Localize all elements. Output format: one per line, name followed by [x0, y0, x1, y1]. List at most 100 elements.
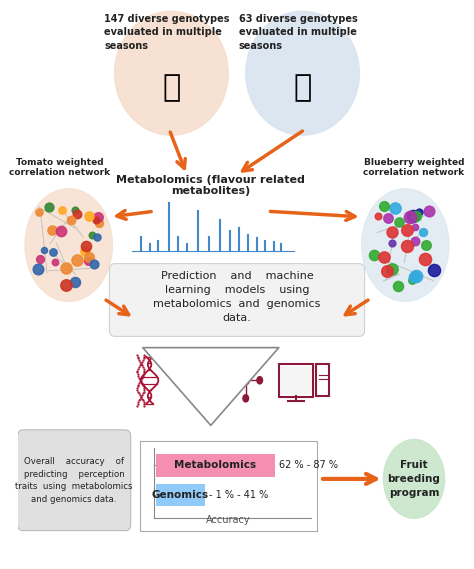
Circle shape	[362, 189, 449, 302]
Text: 🫐: 🫐	[293, 73, 312, 102]
Ellipse shape	[115, 11, 228, 135]
Point	[34, 265, 42, 274]
Text: 🍅: 🍅	[162, 73, 181, 102]
Point	[384, 214, 392, 223]
Text: ⬡: ⬡	[146, 377, 153, 384]
Point	[403, 226, 410, 235]
Point	[62, 263, 70, 273]
Point	[394, 281, 401, 290]
Point	[381, 252, 388, 261]
Point	[389, 238, 396, 247]
Circle shape	[184, 375, 192, 385]
Point	[403, 241, 410, 250]
Point	[40, 245, 48, 254]
Point	[86, 252, 93, 261]
FancyBboxPatch shape	[155, 454, 274, 477]
Circle shape	[243, 358, 248, 366]
Point	[92, 216, 100, 225]
Point	[374, 211, 382, 220]
Point	[383, 267, 391, 276]
Circle shape	[201, 395, 208, 406]
Point	[409, 276, 416, 285]
Point	[95, 212, 102, 221]
Circle shape	[189, 361, 197, 371]
Circle shape	[196, 370, 212, 390]
Point	[430, 265, 438, 274]
Point	[45, 203, 53, 212]
Point	[93, 233, 100, 242]
Point	[410, 211, 417, 220]
Point	[62, 280, 69, 289]
FancyBboxPatch shape	[109, 263, 365, 336]
FancyBboxPatch shape	[316, 364, 329, 397]
Point	[422, 241, 430, 250]
Point	[82, 241, 90, 250]
Point	[395, 217, 402, 226]
Circle shape	[383, 439, 445, 518]
Text: 62 % - 87 %: 62 % - 87 %	[279, 460, 338, 471]
Point	[411, 222, 419, 232]
Point	[36, 255, 44, 264]
Point	[421, 254, 429, 263]
Circle shape	[189, 390, 197, 399]
Circle shape	[211, 390, 219, 399]
Point	[85, 211, 92, 220]
Point	[71, 277, 78, 286]
Point	[388, 265, 396, 274]
Text: Prediction    and    machine
learning    models    using
metabolomics  and  geno: Prediction and machine learning models u…	[153, 271, 321, 323]
Circle shape	[233, 364, 238, 371]
Point	[96, 218, 103, 228]
Circle shape	[201, 355, 208, 365]
Point	[57, 227, 64, 236]
FancyBboxPatch shape	[279, 364, 313, 397]
Text: Metabolomics: Metabolomics	[174, 460, 256, 471]
Point	[410, 273, 418, 282]
Point	[391, 203, 399, 212]
Circle shape	[257, 377, 263, 384]
Point	[416, 207, 423, 216]
Point	[389, 227, 396, 236]
Text: Genomics: Genomics	[152, 490, 209, 500]
Point	[425, 207, 432, 216]
Text: Overall    accuracy    of
predicting    perception
traits  using  metabolomics
a: Overall accuracy of predicting perceptio…	[16, 457, 133, 504]
Point	[49, 248, 57, 257]
Text: Tomato weighted
correlation network: Tomato weighted correlation network	[9, 158, 110, 178]
Text: Blueberry weighted
correlation network: Blueberry weighted correlation network	[364, 158, 465, 178]
Point	[411, 236, 419, 245]
Circle shape	[229, 377, 235, 384]
Point	[58, 206, 66, 215]
Text: Accuracy: Accuracy	[206, 515, 251, 525]
Point	[406, 212, 413, 221]
Point	[36, 207, 43, 216]
FancyBboxPatch shape	[139, 440, 317, 531]
Circle shape	[216, 375, 224, 385]
Point	[73, 255, 81, 265]
Point	[380, 201, 388, 211]
Point	[49, 226, 56, 235]
Point	[81, 246, 89, 255]
Ellipse shape	[246, 11, 359, 135]
Point	[413, 271, 420, 281]
Text: Fruit
breeding
program: Fruit breeding program	[388, 460, 440, 498]
Circle shape	[253, 364, 258, 371]
Point	[51, 257, 58, 266]
Point	[412, 212, 420, 221]
Point	[91, 259, 98, 268]
Point	[371, 251, 378, 260]
Text: Metabolomics (flavour related
metabolites): Metabolomics (flavour related metabolite…	[116, 175, 305, 196]
Circle shape	[211, 361, 219, 371]
Point	[419, 228, 427, 237]
Circle shape	[243, 395, 248, 402]
FancyBboxPatch shape	[18, 430, 131, 531]
Text: 63 diverse genotypes
evaluated in multiple
seasons: 63 diverse genotypes evaluated in multip…	[239, 14, 357, 51]
Text: 147 diverse genotypes
evaluated in multiple
seasons: 147 diverse genotypes evaluated in multi…	[104, 14, 230, 51]
Point	[88, 230, 95, 240]
Point	[73, 209, 81, 218]
Text: - 1 % - 41 %: - 1 % - 41 %	[210, 490, 269, 500]
FancyBboxPatch shape	[155, 484, 205, 506]
Circle shape	[25, 189, 112, 302]
Circle shape	[242, 376, 249, 385]
Point	[84, 257, 92, 266]
Point	[67, 216, 75, 225]
Point	[72, 206, 79, 215]
